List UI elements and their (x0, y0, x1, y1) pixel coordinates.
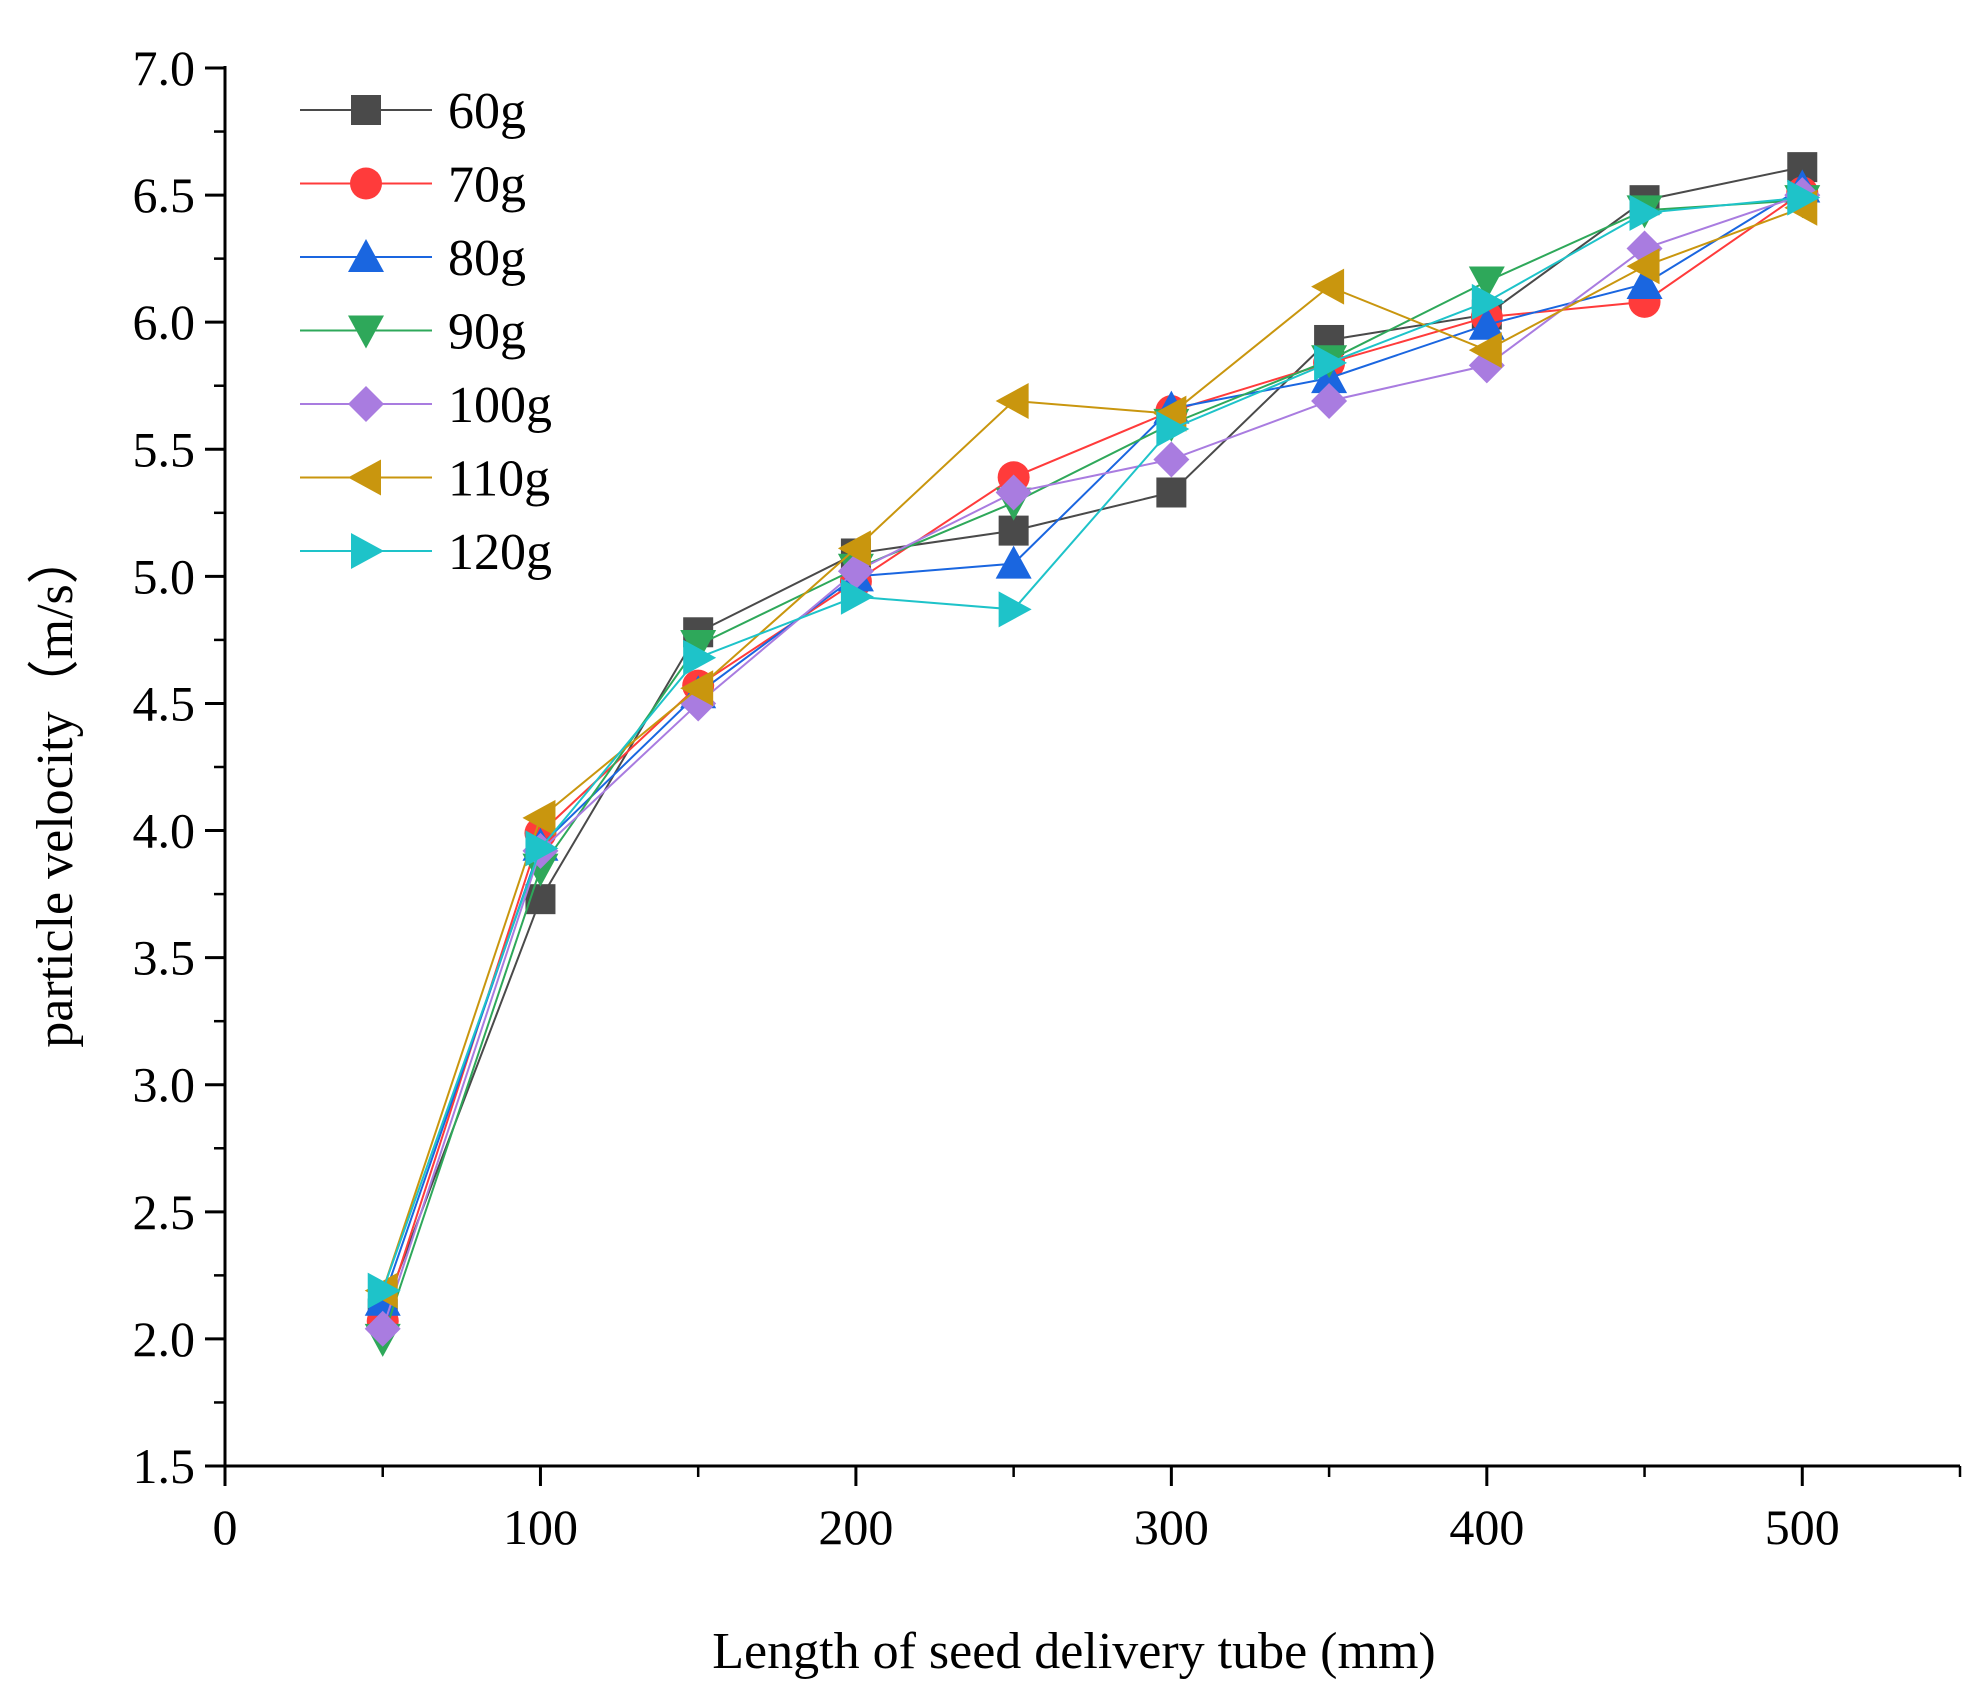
plot-area (364, 152, 1821, 1357)
legend-marker (348, 459, 381, 496)
y-tick-label: 6.5 (133, 167, 196, 223)
data-point (995, 474, 1032, 511)
legend-label: 70g (448, 157, 526, 214)
data-point (1468, 306, 1505, 340)
series-line (381, 186, 1803, 1302)
x-tick-label: 500 (1765, 1499, 1840, 1555)
legend-item: 90g (300, 304, 526, 361)
y-tick-label: 2.5 (133, 1184, 196, 1240)
legend-item: 110g (300, 451, 550, 508)
data-point (525, 830, 559, 867)
data-point (1156, 477, 1187, 508)
data-point (1311, 382, 1348, 419)
x-tick-label: 100 (503, 1499, 578, 1555)
data-point (840, 578, 874, 615)
legend: 60g 70g 80g 90g 100g 110g 120g (300, 83, 552, 581)
data-point (1468, 266, 1505, 300)
data-point (1787, 179, 1821, 216)
data-point (1468, 332, 1502, 369)
legend-item: 120g (300, 524, 552, 581)
x-tick-label: 300 (1134, 1499, 1209, 1555)
y-tick-label: 5.5 (133, 421, 196, 477)
y-tick-label: 1.5 (133, 1438, 196, 1494)
data-point (995, 545, 1032, 579)
y-tick-label: 3.5 (133, 930, 196, 986)
series-line (381, 191, 1803, 1322)
series-line (381, 196, 1803, 1291)
legend-marker (348, 315, 384, 349)
series-line (381, 199, 1803, 1340)
data-point (680, 629, 717, 663)
y-tick-label: 7.0 (133, 40, 196, 96)
series-line (381, 194, 1803, 1330)
data-point (364, 1310, 401, 1347)
data-point (522, 799, 556, 836)
series-120g (367, 179, 1821, 1309)
data-point (1153, 441, 1190, 478)
legend-label: 80g (448, 230, 526, 287)
legend-label: 110g (448, 451, 550, 508)
y-tick-label: 5.0 (133, 548, 196, 604)
data-point (1471, 283, 1505, 320)
data-point (680, 670, 714, 707)
y-tick-label: 4.0 (133, 803, 196, 859)
legend-item: 100g (300, 377, 552, 434)
legend-marker (351, 533, 384, 569)
axes: 1.5 2.0 2.5 3.0 3.5 4.0 4.5 5.0 5.5 6.0 6.5 7.0 0 100… (133, 40, 1962, 1555)
legend-marker (348, 386, 384, 422)
data-point (1311, 268, 1345, 305)
data-point (995, 382, 1029, 419)
y-tick-label: 4.5 (133, 675, 196, 731)
x-tick-label: 400 (1449, 1499, 1524, 1555)
data-point (1629, 194, 1663, 231)
legend-marker (348, 239, 384, 272)
data-point (1314, 344, 1348, 381)
y-tick-label: 2.0 (133, 1311, 196, 1367)
y-axis-label: particle velocity（m/s） (27, 532, 84, 1048)
legend-label: 90g (448, 304, 526, 361)
data-point (998, 591, 1032, 628)
x-tick-label: 200 (818, 1499, 893, 1555)
data-point (1626, 248, 1660, 285)
data-point (837, 530, 871, 567)
legend-label: 60g (448, 83, 526, 140)
y-tick-label: 3.0 (133, 1057, 196, 1113)
legend-marker (350, 167, 382, 200)
legend-item: 70g (300, 157, 526, 214)
data-point (1153, 395, 1187, 432)
data-point (1626, 266, 1663, 300)
y-tick-label: 6.0 (133, 294, 196, 350)
data-point (1156, 410, 1190, 447)
legend-item: 60g (300, 83, 526, 140)
x-axis-label: Length of seed delivery tube (mm) (712, 1623, 1435, 1680)
data-point (683, 639, 717, 676)
legend-item: 80g (300, 230, 526, 287)
legend-label: 120g (448, 524, 552, 581)
x-tick-label: 0 (213, 1499, 238, 1555)
data-point (367, 1272, 401, 1309)
legend-label: 100g (448, 377, 552, 434)
legend-marker (351, 95, 381, 125)
